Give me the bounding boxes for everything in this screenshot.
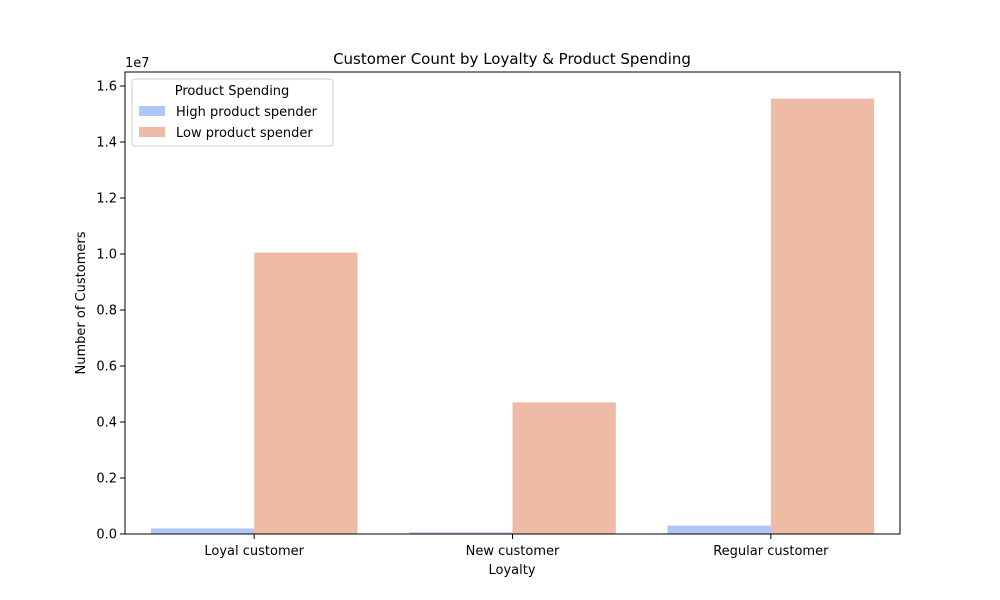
legend-swatch-high xyxy=(139,106,165,116)
y-axis-offset-label: 1e7 xyxy=(125,56,150,71)
legend-title: Product Spending xyxy=(175,84,290,99)
y-tick-label: 1.6 xyxy=(96,80,117,95)
y-axis-label: Number of Customers xyxy=(74,231,89,374)
legend-label-low: Low product spender xyxy=(176,126,313,141)
bar-low-1 xyxy=(512,402,616,534)
chart-title: Customer Count by Loyalty & Product Spen… xyxy=(333,50,691,68)
x-axis: Loyal customer New customer Regular custom… xyxy=(204,534,829,559)
legend: Product Spending High product spender Lo… xyxy=(131,78,334,147)
bar-high-1 xyxy=(409,532,513,534)
x-tick-label: Loyal customer xyxy=(204,544,304,559)
y-tick-label: 0.2 xyxy=(96,472,117,487)
y-tick-label: 0.8 xyxy=(96,304,117,319)
y-tick-label: 0.4 xyxy=(96,416,117,431)
bar-high-2 xyxy=(667,525,771,534)
y-axis: 0.0 0.2 0.4 0.6 0.8 1.0 1.2 1.4 1.6 xyxy=(96,80,125,543)
legend-box xyxy=(131,78,334,147)
bar-low-0 xyxy=(254,252,358,534)
legend-label-high: High product spender xyxy=(176,105,318,120)
plot-area xyxy=(150,98,875,534)
x-axis-label: Loyalty xyxy=(488,563,535,578)
y-tick-label: 1.2 xyxy=(96,192,117,207)
legend-swatch-low xyxy=(139,127,165,137)
x-tick-label: New customer xyxy=(466,544,560,559)
x-tick-label: Regular customer xyxy=(713,544,829,559)
y-tick-label: 1.4 xyxy=(96,136,117,151)
y-tick-label: 0.6 xyxy=(96,360,117,375)
bar-low-2 xyxy=(770,98,875,534)
y-tick-label: 0.0 xyxy=(96,528,117,543)
bar-high-0 xyxy=(150,528,255,534)
y-tick-label: 1.0 xyxy=(96,248,117,263)
